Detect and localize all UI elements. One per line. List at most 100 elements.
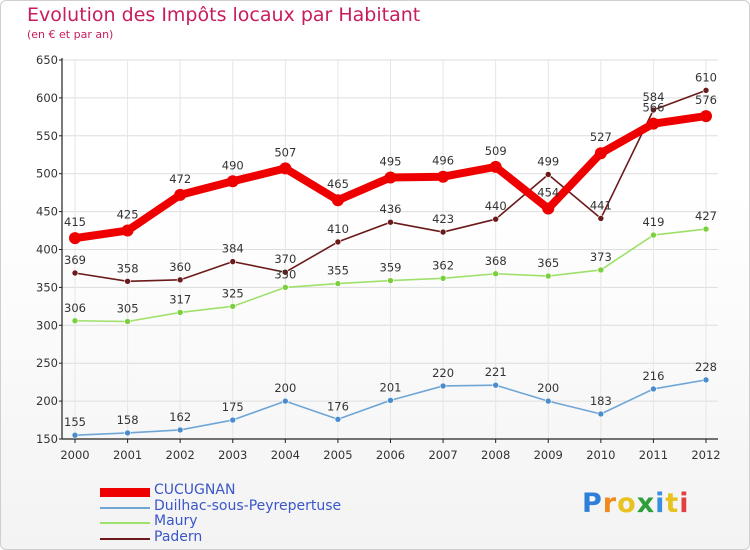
y-tick-label: 600 (36, 91, 58, 105)
data-point-maury (544, 272, 552, 280)
data-point-duilhac-sous-peyrepertuse (334, 415, 342, 423)
x-tick-label: 2001 (113, 448, 142, 462)
data-point-cucugnan (647, 117, 660, 130)
data-label-maury: 317 (169, 292, 191, 306)
data-point-duilhac-sous-peyrepertuse (702, 376, 710, 384)
data-point-padern (71, 269, 79, 277)
data-point-cucugnan (489, 160, 502, 173)
data-label-duilhac-sous-peyrepertuse: 216 (642, 369, 664, 383)
logo-letter: P (582, 488, 603, 519)
y-tick-label: 150 (36, 432, 58, 446)
data-point-duilhac-sous-peyrepertuse (597, 410, 605, 418)
data-label-padern: 384 (222, 242, 244, 256)
legend-swatch-padern (100, 538, 150, 540)
x-tick-label: 2010 (586, 448, 615, 462)
data-label-cucugnan: 425 (117, 208, 139, 222)
data-label-cucugnan: 527 (590, 130, 612, 144)
data-point-cucugnan (594, 147, 607, 160)
x-tick-label: 2012 (691, 448, 720, 462)
data-label-maury: 373 (590, 250, 612, 264)
data-label-padern: 369 (64, 253, 86, 267)
data-label-duilhac-sous-peyrepertuse: 228 (695, 360, 717, 374)
logo-letter: i (655, 488, 666, 519)
y-tick-label: 350 (36, 280, 58, 294)
x-tick-label: 2009 (534, 448, 563, 462)
data-label-maury: 359 (380, 261, 402, 275)
legend-label-cucugnan: CUCUGNAN (154, 482, 236, 498)
data-point-cucugnan (700, 110, 712, 123)
data-label-duilhac-sous-peyrepertuse: 176 (327, 399, 349, 413)
data-point-duilhac-sous-peyrepertuse (282, 397, 289, 405)
data-label-duilhac-sous-peyrepertuse: 221 (485, 365, 507, 379)
chart-title: Evolution des Impôts locaux par Habitant (27, 4, 421, 26)
data-point-padern (282, 268, 289, 276)
data-point-maury (702, 225, 710, 233)
data-point-duilhac-sous-peyrepertuse (387, 397, 394, 404)
x-tick-label: 2008 (481, 448, 510, 462)
chart-subtitle: (en € et par an) (27, 28, 114, 41)
data-point-cucugnan (121, 224, 134, 237)
data-point-duilhac-sous-peyrepertuse (544, 397, 552, 405)
data-label-padern: 360 (169, 260, 191, 274)
data-label-duilhac-sous-peyrepertuse: 200 (274, 381, 296, 395)
data-point-maury (229, 303, 237, 310)
data-label-duilhac-sous-peyrepertuse: 200 (537, 381, 559, 395)
y-tick-label: 200 (36, 394, 58, 408)
x-tick-label: 2011 (639, 448, 668, 462)
data-point-cucugnan (331, 194, 344, 207)
x-tick-label: 2003 (218, 448, 247, 462)
data-point-duilhac-sous-peyrepertuse (124, 429, 131, 437)
data-point-duilhac-sous-peyrepertuse (229, 416, 237, 424)
data-label-duilhac-sous-peyrepertuse: 201 (380, 380, 402, 394)
y-tick-label: 250 (36, 356, 58, 370)
data-label-padern: 499 (537, 154, 559, 168)
x-tick-label: 2005 (323, 448, 352, 462)
data-label-padern: 436 (380, 202, 402, 216)
y-tick-label: 450 (36, 205, 58, 219)
y-tick-label: 550 (36, 129, 58, 143)
proxiti-logo: Proxiti (582, 488, 690, 519)
data-label-padern: 610 (695, 70, 717, 84)
y-tick-label: 300 (36, 318, 58, 332)
data-point-maury (597, 266, 605, 274)
data-label-duilhac-sous-peyrepertuse: 220 (432, 366, 454, 380)
data-point-duilhac-sous-peyrepertuse (439, 382, 447, 390)
data-point-maury (71, 317, 79, 325)
legend-label-padern: Padern (154, 529, 203, 545)
data-label-cucugnan: 566 (642, 101, 664, 115)
data-point-cucugnan (69, 232, 81, 245)
data-label-cucugnan: 507 (274, 145, 296, 159)
data-point-cucugnan (279, 162, 292, 175)
data-point-cucugnan (542, 202, 555, 215)
data-label-padern: 440 (485, 199, 507, 213)
data-point-padern (439, 228, 447, 236)
data-point-cucugnan (384, 171, 397, 184)
data-point-maury (282, 284, 289, 291)
data-point-maury (176, 309, 184, 316)
data-point-padern (124, 278, 131, 285)
data-label-cucugnan: 576 (695, 93, 717, 107)
data-point-padern (492, 215, 499, 223)
data-label-cucugnan: 454 (537, 186, 559, 200)
legend-label-maury: Maury (154, 513, 198, 529)
data-label-cucugnan: 472 (169, 172, 191, 186)
logo-letter: i (679, 488, 690, 519)
data-label-padern: 410 (327, 222, 349, 236)
data-label-maury: 325 (222, 286, 244, 300)
data-label-padern: 584 (642, 90, 664, 104)
data-point-padern (702, 87, 710, 94)
legend-label-duilhac: Duilhac-sous-Peyrepertuse (154, 498, 342, 514)
data-label-maury: 362 (432, 258, 454, 272)
data-label-padern: 370 (274, 252, 296, 266)
data-label-padern: 358 (117, 261, 139, 275)
x-tick-label: 2004 (271, 448, 300, 462)
data-label-maury: 350 (274, 267, 296, 281)
data-point-padern (229, 258, 237, 265)
data-label-duilhac-sous-peyrepertuse: 158 (117, 413, 139, 427)
data-point-padern (544, 171, 552, 178)
data-point-maury (439, 275, 447, 282)
data-label-cucugnan: 490 (222, 158, 244, 172)
data-point-maury (650, 231, 657, 239)
